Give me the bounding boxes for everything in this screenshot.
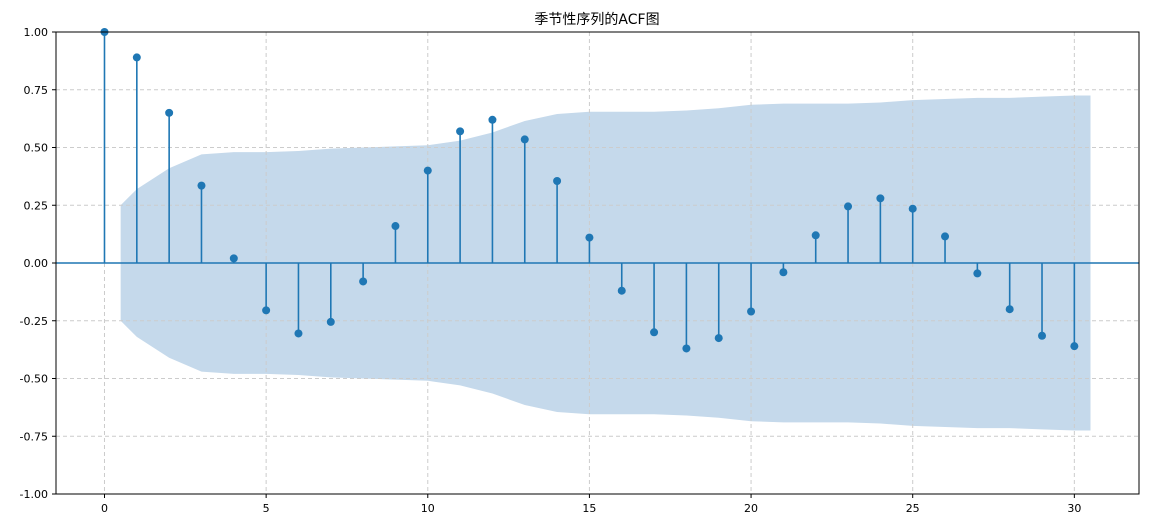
stem-marker bbox=[908, 204, 917, 213]
y-tick-label: 1.00 bbox=[24, 26, 49, 39]
x-tick-label: 30 bbox=[1067, 502, 1081, 515]
stem-marker bbox=[488, 115, 497, 124]
stem-marker bbox=[811, 231, 820, 240]
y-tick-label: 0.00 bbox=[24, 257, 49, 270]
stem-marker bbox=[553, 176, 562, 185]
y-tick-label: 0.75 bbox=[24, 84, 49, 97]
stem-marker bbox=[359, 277, 368, 286]
stem-marker bbox=[617, 286, 626, 295]
stem-marker bbox=[197, 181, 206, 190]
y-tick-label: -0.50 bbox=[20, 373, 48, 386]
stem-marker bbox=[779, 268, 788, 277]
y-tick-label: -1.00 bbox=[20, 488, 48, 501]
x-tick-label: 15 bbox=[582, 502, 596, 515]
stem-marker bbox=[1070, 342, 1079, 351]
x-tick-label: 5 bbox=[263, 502, 270, 515]
y-tick-label: -0.75 bbox=[20, 430, 48, 443]
x-tick-label: 25 bbox=[906, 502, 920, 515]
stem-marker bbox=[682, 344, 691, 353]
stem-layer bbox=[56, 28, 1139, 353]
y-tick-label: 0.50 bbox=[24, 142, 49, 155]
stem-marker bbox=[1005, 305, 1014, 314]
stem-marker bbox=[1038, 331, 1047, 340]
stem-marker bbox=[973, 269, 982, 278]
stem-marker bbox=[650, 328, 659, 337]
stem-marker bbox=[747, 307, 756, 316]
stem-marker bbox=[262, 306, 271, 315]
tick-layer: 0 5 10 15 20 25 30 1.00 0.75 0.50 0.25 0.00 -0.25 -0.… bbox=[20, 26, 1082, 515]
x-tick-label: 10 bbox=[421, 502, 435, 515]
stem-marker bbox=[229, 254, 238, 263]
stem-marker bbox=[585, 233, 594, 242]
stem-marker bbox=[326, 317, 335, 326]
x-tick-label: 0 bbox=[101, 502, 108, 515]
chart-title: 季节性序列的ACF图 bbox=[534, 12, 659, 28]
stem-marker bbox=[714, 334, 723, 343]
stem-marker bbox=[844, 202, 853, 211]
stem-marker bbox=[876, 194, 885, 203]
stem-marker bbox=[294, 329, 303, 338]
stem-marker bbox=[165, 108, 174, 117]
stem-marker bbox=[391, 222, 400, 231]
stem-marker bbox=[520, 135, 529, 144]
stem-marker bbox=[423, 166, 432, 175]
stem-marker bbox=[456, 127, 465, 136]
stem-marker bbox=[132, 53, 141, 62]
x-tick-label: 20 bbox=[744, 502, 758, 515]
stem-marker bbox=[941, 232, 950, 241]
y-tick-label: -0.25 bbox=[20, 315, 48, 328]
y-tick-label: 0.25 bbox=[24, 199, 49, 212]
